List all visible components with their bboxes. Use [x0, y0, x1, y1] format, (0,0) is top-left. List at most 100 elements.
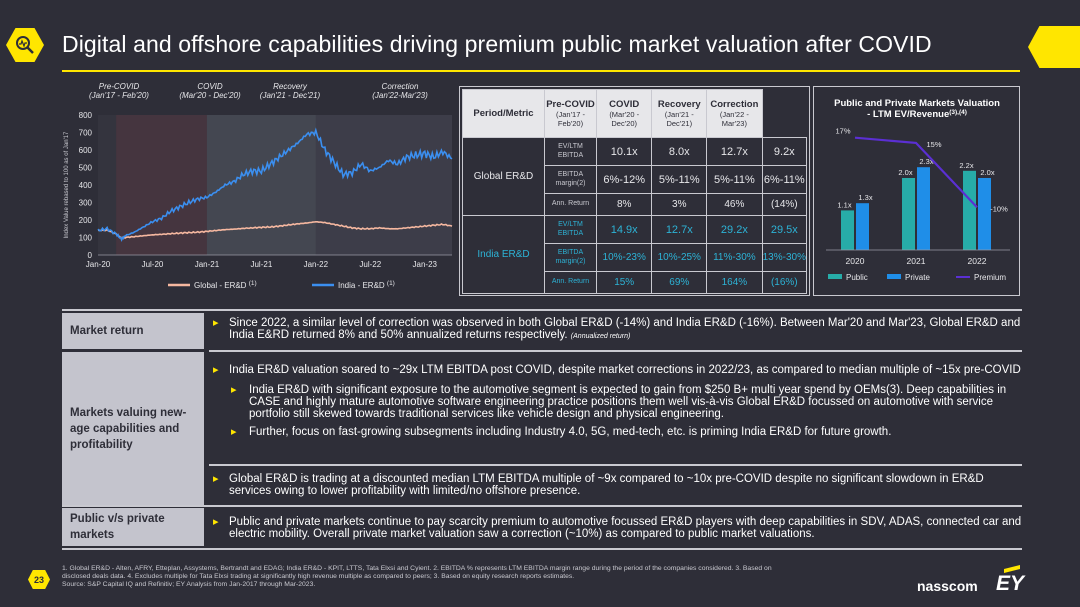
table-cell: 29.5x [761, 215, 808, 244]
divider [62, 309, 1022, 311]
bullet-item: India ER&D valuation soared to ~29x LTM … [209, 364, 1023, 376]
private-bar [978, 178, 991, 250]
divider [62, 505, 1022, 507]
period-range: (Jan'17 - Feb'20) [89, 91, 149, 100]
period-shade [116, 115, 207, 255]
section-text-public-private: Public and private markets continue to p… [209, 516, 1023, 540]
table-cell: 9.2x [761, 137, 808, 166]
table-row: Ann. Return 15% 69% 164% (16%) [463, 271, 808, 294]
section-label-market-return: Market return [62, 313, 204, 349]
period-range: (Jan'21 - Dec'21) [260, 91, 321, 100]
table-cell: 69% [651, 271, 708, 294]
table-row: EBITDA margin(2) 10%-23% 10%-25% 11%-30%… [463, 243, 808, 272]
premium-value-label: 15% [926, 140, 941, 149]
bar-value-label: 2.3x [919, 157, 933, 166]
bullet-subitem: India ER&D with significant exposure to … [209, 384, 1023, 420]
x-tick-label: Jan-20 [86, 260, 111, 269]
legend-label: Private [905, 273, 930, 282]
metric-label: EV/LTM EBITDA [544, 137, 597, 166]
index-line-chart: Pre-COVID(Jan'17 - Feb'20) COVID(Mar'20 -… [64, 82, 453, 290]
section-label-public-private: Public v/s private markets [62, 508, 204, 546]
bar-value-label: 2.2x [959, 161, 973, 170]
valuation-bar-chart: Public and Private Markets Valuation- LT… [826, 98, 1010, 282]
legend-swatch [828, 274, 842, 279]
table-cell: 6%-11% [761, 165, 808, 194]
period-shade [206, 115, 316, 255]
x-tick-label: Jul-20 [142, 260, 164, 269]
x-tick-label: Jan-22 [304, 260, 329, 269]
divider [209, 350, 1022, 352]
ey-logo: EY [996, 572, 1025, 595]
premium-value-label: 17% [835, 127, 850, 136]
header-correction: Correction (Jan'22 - Mar'23) [706, 89, 763, 138]
y-tick-label: 800 [79, 111, 93, 120]
divider [62, 548, 1022, 550]
bar-value-label: 2.0x [980, 168, 994, 177]
period-label: Recovery [273, 82, 308, 91]
chart-title-line1: Public and Private Markets Valuation [834, 98, 1000, 109]
table-cell: 13%-30% [761, 243, 808, 272]
table-cell: 29.2x [706, 215, 763, 244]
bar-value-label: 2.0x [898, 168, 912, 177]
metric-label: EBITDA margin(2) [544, 243, 597, 272]
legend-label: Public [846, 273, 868, 282]
y-tick-label: 500 [79, 164, 93, 173]
x-tick-label: Jan-21 [195, 260, 220, 269]
table-cell: 5%-11% [651, 165, 708, 194]
public-bar [902, 178, 915, 250]
footnote: 1. Global ER&D - Alten, AFRY, Etteplan, … [62, 565, 772, 588]
table-row: Global ER&D EV/LTM EBITDA 10.1x 8.0x 12.… [462, 137, 808, 216]
x-category-label: 2022 [968, 256, 987, 266]
table-cell: 11%-30% [706, 243, 763, 272]
y-tick-label: 0 [88, 251, 93, 260]
private-bar [917, 167, 930, 250]
section-text-global-discount: Global ER&D is trading at a discounted m… [209, 473, 1023, 497]
table-cell: 14.9x [595, 215, 653, 244]
period-label: Pre-COVID [99, 82, 140, 91]
table-cell: 12.7x [706, 137, 763, 166]
metrics-table-frame [459, 86, 810, 296]
bullet-subitem: Further, focus on fast-growing subsegmen… [209, 426, 1023, 438]
y-axis-label: Index Value rebased to 100 as of Jan'17 [64, 131, 70, 238]
table-cell: 10.1x [595, 137, 653, 166]
period-label: Correction [382, 82, 419, 91]
legend-global-label: Global - ER&D (1) [194, 280, 257, 290]
period-range: (Jan'22-Mar'23) [372, 91, 428, 100]
accent-hexagon [1028, 26, 1080, 68]
y-tick-label: 300 [79, 199, 93, 208]
x-category-label: 2021 [907, 256, 926, 266]
group-india: India ER&D [462, 215, 545, 294]
table-cell: 15% [595, 271, 653, 294]
metric-label: Ann. Return [544, 271, 597, 294]
table-cell: 3% [651, 193, 708, 216]
metric-label: Ann. Return [544, 193, 597, 216]
premium-line [854, 136, 978, 209]
premium-value-label: -10% [990, 204, 1008, 213]
public-bar [841, 210, 854, 250]
table-cell: 5%-11% [706, 165, 763, 194]
chart-title-line2: - LTM EV/Revenue(3),(4) [867, 109, 967, 120]
title-divider [62, 70, 1020, 72]
section-label-markets-valuing: Markets valuing new-age capabilities and… [62, 352, 204, 505]
header-covid: COVID (Mar'20 - Dec'20) [595, 89, 653, 138]
table-cell: (16%) [761, 271, 808, 294]
metric-label: EV/LTM EBITDA [544, 215, 597, 244]
header-period-metric: Period/Metric [462, 89, 545, 138]
y-tick-label: 100 [79, 234, 93, 243]
table-cell: 46% [706, 193, 763, 216]
table-row: EBITDA margin(2) 6%-12% 5%-11% 5%-11% 6%… [463, 165, 808, 194]
nasscom-logo: nasscom [917, 578, 978, 594]
india-erd-line [97, 127, 453, 242]
header-recovery: Recovery (Jan'21 - Dec'21) [651, 89, 708, 138]
y-tick-label: 400 [79, 181, 93, 190]
x-category-label: 2020 [846, 256, 865, 266]
private-bar [856, 203, 869, 250]
page-title: Digital and offshore capabilities drivin… [62, 31, 932, 57]
bullet-item: Since 2022, a similar level of correctio… [209, 317, 1023, 343]
group-global: Global ER&D [462, 137, 545, 216]
table-cell: 6%-12% [595, 165, 653, 194]
table-cell: 12.7x [651, 215, 708, 244]
magnifier-chart-icon [6, 28, 44, 62]
divider [209, 464, 1022, 466]
legend-label: Premium [974, 273, 1006, 282]
